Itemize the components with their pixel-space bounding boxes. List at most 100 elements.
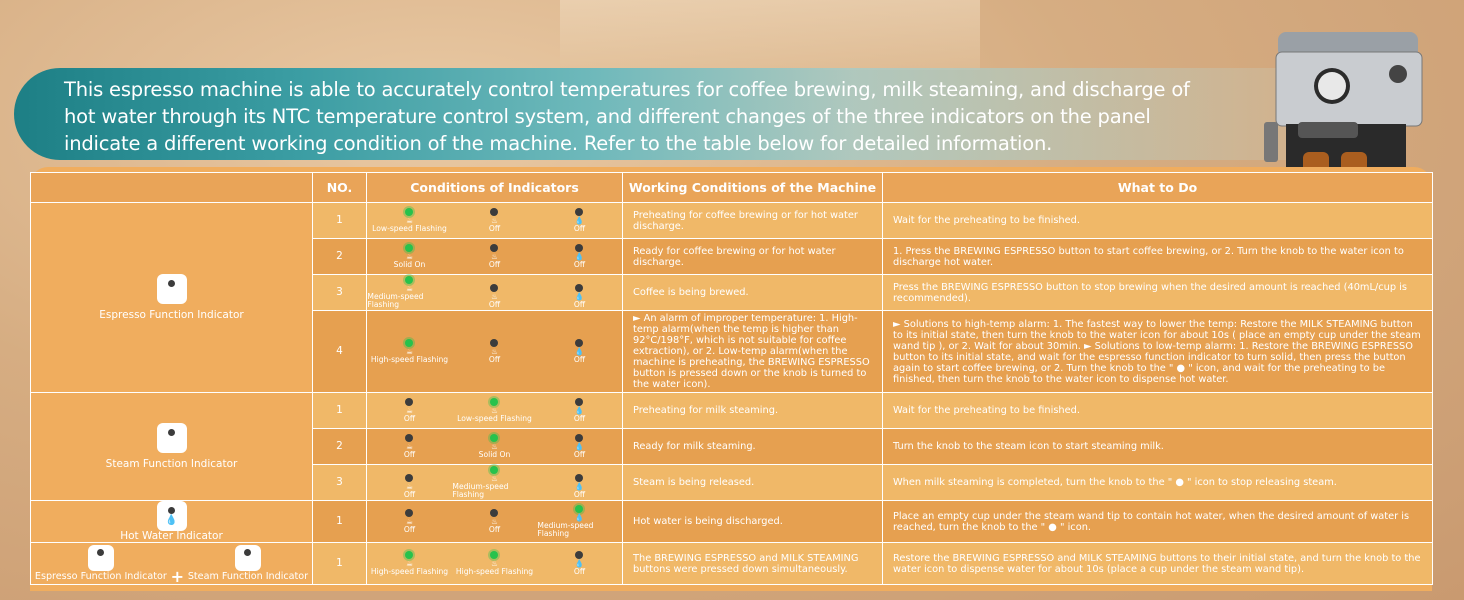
indicator-dot-icon [405, 509, 414, 517]
indicator-dot-icon [575, 339, 584, 347]
row-no: 3 [312, 464, 367, 501]
steam-icon: ♨ [491, 216, 498, 225]
indicator-state: Off [403, 525, 416, 534]
plus-sign: + [170, 567, 185, 586]
indicator-state: Off [573, 450, 586, 459]
indicator-dot-icon [490, 284, 499, 292]
group-steam: ♨ Steam Function Indicator [30, 392, 313, 501]
cup-icon: ☕ [406, 252, 413, 261]
row-no: 1 [312, 202, 367, 239]
indicator-dot-icon [490, 509, 499, 517]
what-to-do: ► Solutions to high-temp alarm: 1. The f… [882, 310, 1433, 393]
indicator-dot-icon [575, 551, 584, 559]
indicator-dot-icon [405, 398, 414, 406]
steam-icon: ♨ [491, 517, 498, 526]
indicator-state: Off [488, 525, 501, 534]
indicator-state: Off [488, 260, 501, 269]
what-to-do: Press the BREWING ESPRESSO button to sto… [882, 274, 1433, 311]
indicator-state: Off [488, 300, 501, 309]
indicator-cell: ☕ Off ♨ Low-speed Flashing 💧 Off [366, 392, 623, 429]
indicator-cell: ☕ Low-speed Flashing ♨ Off 💧 Off [366, 202, 623, 239]
row-no: 2 [312, 428, 367, 465]
indicator-dot-icon [490, 398, 499, 406]
water-drop-icon: 💧 [574, 482, 585, 491]
indicator-state: Solid On [393, 260, 426, 269]
hot-water-function-icon: 💧 [156, 501, 187, 531]
table-row: ☕ Espresso Function Indicator 1 ☕ Low-spe… [30, 202, 1433, 393]
group-label: Espresso Function Indicator [34, 571, 167, 582]
table-row: 4 ☕ High-speed Flashing ♨ Off 💧 Off ► An al… [31, 310, 1433, 393]
working-condition: Ready for milk steaming. [622, 428, 883, 465]
indicator-state: High-speed Flashing [370, 355, 449, 364]
banner-text: This espresso machine is able to accurat… [64, 78, 1190, 155]
indicator-state: Off [488, 224, 501, 233]
working-condition: ► An alarm of improper temperature: 1. H… [622, 310, 883, 393]
table-row: 2 ☕ Solid On ♨ Off 💧 Off Ready for coffee b… [31, 238, 1433, 275]
water-drop-icon: 💧 [574, 347, 585, 356]
indicator-state: Off [403, 414, 416, 423]
working-condition: Steam is being released. [622, 464, 883, 501]
row-no: 4 [312, 310, 367, 393]
water-drop-icon: 💧 [574, 216, 585, 225]
steam-icon: ♨ [491, 559, 498, 568]
indicator-state: Off [573, 567, 586, 576]
what-to-do: When milk steaming is completed, turn th… [882, 464, 1433, 501]
header-working: Working Conditions of the Machine [622, 172, 883, 203]
working-condition: Hot water is being discharged. [622, 500, 883, 543]
row-no: 1 [312, 542, 367, 585]
indicator-state: Medium-speed Flashing [537, 521, 594, 538]
indicator-dot-icon [490, 208, 499, 216]
indicator-state: Off [403, 450, 416, 459]
what-to-do: Restore the BREWING ESPRESSO and MILK ST… [882, 542, 1433, 585]
table-row: 💧 Hot Water Indicator 1 ☕ Off ♨ Off 💧 Mediu… [30, 500, 1433, 543]
what-to-do: 1. Press the BREWING ESPRESSO button to … [882, 238, 1433, 275]
table-header-row: NO. Conditions of Indicators Working Con… [30, 172, 1433, 203]
indicator-dot-icon [405, 244, 414, 252]
row-no: 3 [312, 274, 367, 311]
header-todo: What to Do [882, 172, 1433, 203]
indicator-state: High-speed Flashing [370, 567, 449, 576]
indicator-dot-icon [490, 466, 499, 474]
header-no: NO. [312, 172, 367, 203]
indicator-dot-icon [575, 244, 584, 252]
indicator-dot-icon [490, 434, 499, 442]
working-condition: Preheating for coffee brewing or for hot… [622, 202, 883, 239]
group-label: Espresso Function Indicator [99, 309, 244, 321]
group-label: Steam Function Indicator [105, 458, 238, 470]
water-drop-icon: 💧 [574, 559, 585, 568]
header-blank [30, 172, 313, 203]
what-to-do: Wait for the preheating to be finished. [882, 202, 1433, 239]
row-no: 1 [312, 500, 367, 543]
indicator-state: Off [573, 224, 586, 233]
indicator-state: Off [573, 490, 586, 499]
indicator-cell: ☕ Solid On ♨ Off 💧 Off [366, 238, 623, 275]
working-condition: The BREWING ESPRESSO and MILK STEAMING b… [622, 542, 883, 585]
steam-icon: ♨ [491, 252, 498, 261]
indicator-dot-icon [490, 551, 499, 559]
espresso-function-icon: ☕ [87, 545, 114, 571]
indicator-cell: ☕ Off ♨ Solid On 💧 Off [366, 428, 623, 465]
indicator-cell: ☕ High-speed Flashing ♨ Off 💧 Off [366, 310, 623, 393]
indicator-dot-icon [575, 434, 584, 442]
header-conditions: Conditions of Indicators [366, 172, 623, 203]
steam-function-icon: ♨ [234, 545, 261, 571]
indicator-dot-icon [575, 474, 584, 482]
table-row: ☕ Espresso Function Indicator + ♨ Steam … [30, 542, 1433, 586]
table-row: ♨ Steam Function Indicator 1 ☕ Off ♨ Low-s… [30, 392, 1433, 501]
cup-icon: ☕ [406, 216, 413, 225]
group-label: Hot Water Indicator [120, 530, 223, 542]
indicator-table: NO. Conditions of Indicators Working Con… [30, 172, 1433, 585]
cup-icon: ☕ [406, 406, 413, 415]
working-condition: Preheating for milk steaming. [622, 392, 883, 429]
cup-icon: ☕ [406, 559, 413, 568]
steam-function-icon: ♨ [156, 423, 187, 453]
indicator-dot-icon [575, 284, 584, 292]
cup-icon: ☕ [406, 347, 413, 356]
indicator-dot-icon [405, 208, 414, 216]
row-no: 1 [312, 392, 367, 429]
indicator-dot-icon [490, 244, 499, 252]
indicator-dot-icon [490, 339, 499, 347]
table-row: 3 ☕ Medium-speed Flashing ♨ Off 💧 Off Coffe… [31, 274, 1433, 311]
indicator-dot-icon [405, 276, 414, 284]
cup-icon: ☕ [406, 482, 413, 491]
